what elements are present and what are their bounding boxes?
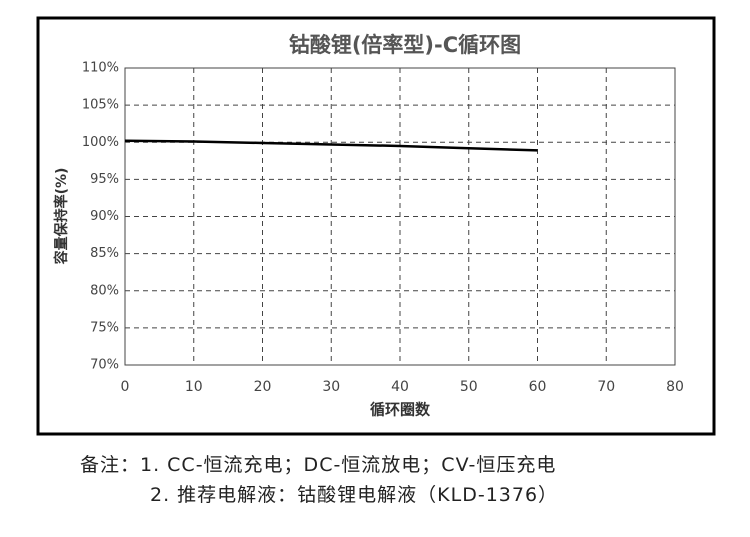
x-tick-label: 80 bbox=[666, 379, 684, 395]
y-tick-label: 70% bbox=[90, 358, 119, 373]
chart-title: 钴酸锂(倍率型)-C循环图 bbox=[289, 33, 521, 57]
y-tick-label: 80% bbox=[90, 283, 119, 298]
x-axis-label: 循环圈数 bbox=[370, 401, 431, 419]
y-tick-label: 95% bbox=[90, 172, 119, 187]
x-tick-label: 30 bbox=[322, 379, 340, 395]
x-tick-label: 20 bbox=[254, 379, 272, 395]
y-tick-label: 105% bbox=[82, 98, 119, 113]
x-tick-label: 40 bbox=[391, 379, 409, 395]
chart: 钴酸锂(倍率型)-C循环图 循环圈数 容量保持率(%) 70% 75% 80% 85%… bbox=[36, 16, 716, 436]
y-tick-label: 90% bbox=[90, 209, 119, 224]
note: 备注：1. CC-恒流充电；DC-恒流放电；CV-恒压充电 bbox=[80, 454, 557, 476]
chart-frame bbox=[36, 16, 716, 436]
x-tick-label: 70 bbox=[597, 379, 615, 395]
x-tick-label: 0 bbox=[121, 379, 130, 395]
y-tick-label: 75% bbox=[90, 320, 119, 335]
note: 2. 推荐电解液：钴酸锂电解液（KLD-1376） bbox=[150, 484, 559, 506]
y-axis-label: 容量保持率(%) bbox=[53, 168, 70, 266]
x-tick-label: 50 bbox=[460, 379, 478, 395]
x-tick-label: 60 bbox=[529, 379, 547, 395]
y-tick-label: 110% bbox=[82, 61, 119, 76]
y-tick-label: 100% bbox=[82, 135, 119, 150]
x-tick-label: 10 bbox=[185, 379, 203, 395]
plot-frame bbox=[124, 67, 676, 366]
y-tick-label: 85% bbox=[90, 246, 119, 261]
data-line bbox=[124, 139, 538, 152]
